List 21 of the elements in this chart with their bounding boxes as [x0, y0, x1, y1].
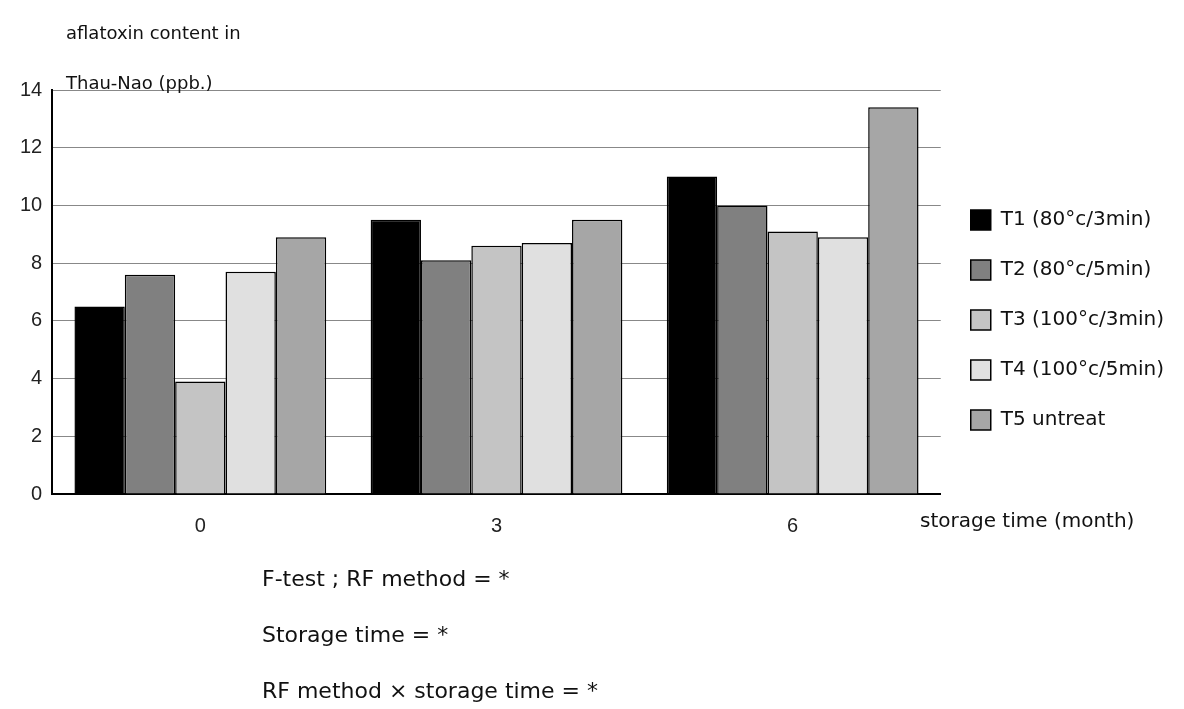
y-tick-label: 6	[31, 308, 43, 331]
text: F-test ; RF method = *	[262, 566, 511, 593]
legend-label: T4 (100°c/5min)	[999, 356, 1165, 381]
text: RF method × storage time = *	[262, 678, 599, 705]
y-tick-label: 0	[31, 481, 43, 504]
y-tick-label: 8	[31, 250, 43, 273]
legend-label: T1 (80°c/3min)	[999, 206, 1152, 231]
x-tick-label: 6	[787, 513, 799, 536]
y-tick-label: 14	[20, 77, 43, 100]
x-tick-label: 3	[490, 513, 503, 536]
y-tick-label: 10	[20, 192, 43, 215]
legend-label: T2 (80°c/5min)	[999, 256, 1152, 281]
text: aflatoxin content in Thau-Nao (ppb.)	[66, 22, 241, 93]
y-tick-label: 12	[20, 135, 43, 158]
y-tick-label: 4	[31, 366, 43, 389]
text: Storage time = *	[262, 622, 450, 649]
y-tick-label: 2	[31, 423, 43, 446]
x-tick-label: 0	[194, 513, 206, 536]
x-axis-title: storage time (month)	[920, 508, 1135, 532]
legend-label: T5 untreat	[999, 406, 1106, 431]
legend-label: T3 (100°c/3min)	[999, 306, 1165, 331]
